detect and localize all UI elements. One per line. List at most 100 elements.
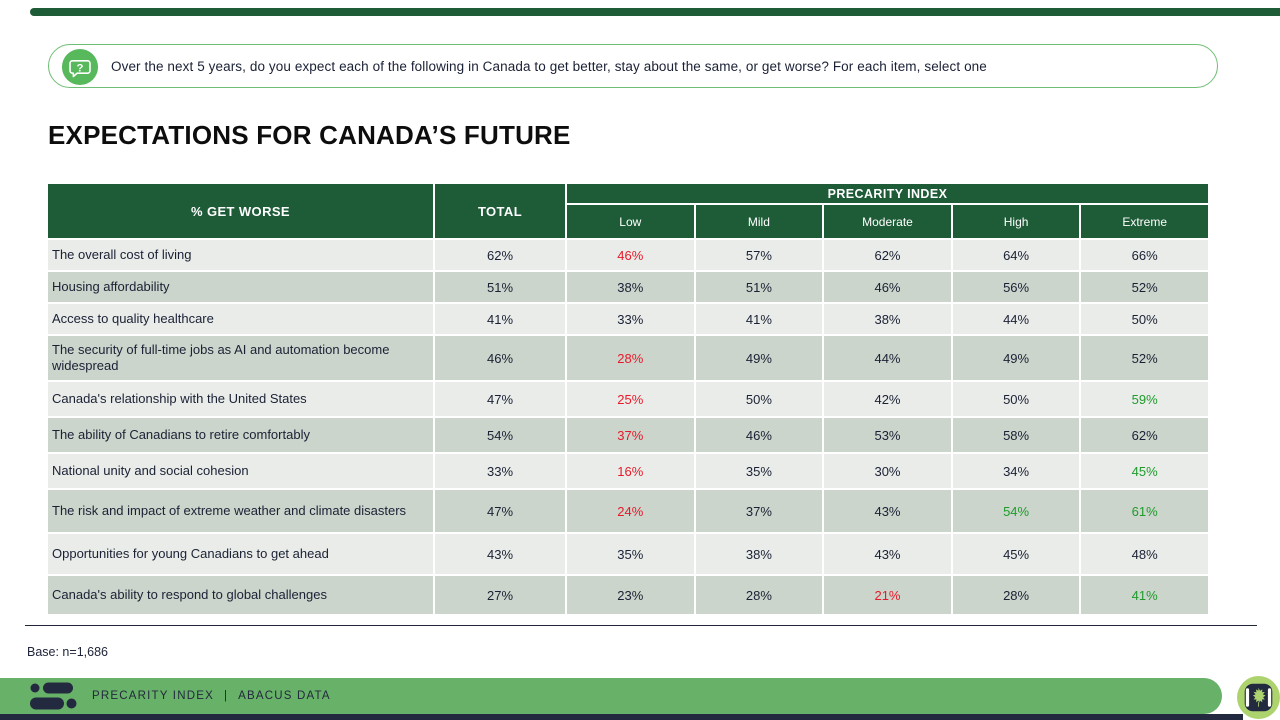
value-cell: 50%: [952, 382, 1080, 416]
value-cell: 52%: [1081, 272, 1208, 302]
value-cell: 38%: [567, 272, 694, 302]
footnote-divider: [25, 625, 1257, 626]
maple-leaf-icon: [1252, 687, 1266, 707]
data-table: % GET WORSE TOTAL PRECARITY INDEX Low Mi…: [48, 184, 1208, 614]
value-cell: 66%: [1081, 240, 1208, 270]
value-cell: 51%: [435, 272, 565, 302]
row-label: Housing affordability: [48, 272, 433, 302]
table-body: The overall cost of living 62% 46% 57% 6…: [48, 240, 1208, 614]
value-cell: 57%: [695, 240, 823, 270]
row-label: National unity and social cohesion: [48, 454, 433, 488]
value-cell: 44%: [824, 336, 951, 380]
table-row: National unity and social cohesion 33% 1…: [48, 454, 1208, 488]
value-cell: 33%: [567, 304, 694, 334]
row-label: Canada's ability to respond to global ch…: [48, 576, 433, 614]
row-label: Access to quality healthcare: [48, 304, 433, 334]
value-cell: 35%: [695, 454, 823, 488]
table-row: Canada's relationship with the United St…: [48, 382, 1208, 416]
row-label: Canada's relationship with the United St…: [48, 382, 433, 416]
table-row: The overall cost of living 62% 46% 57% 6…: [48, 240, 1208, 270]
row-label: Opportunities for young Canadians to get…: [48, 534, 433, 574]
value-cell: 58%: [952, 418, 1080, 452]
value-cell: 38%: [695, 534, 823, 574]
value-cell: 43%: [435, 534, 565, 574]
question-banner: ? Over the next 5 years, do you expect e…: [48, 44, 1218, 88]
value-cell: 54%: [435, 418, 565, 452]
value-cell: 64%: [952, 240, 1080, 270]
svg-text:?: ?: [77, 62, 84, 74]
column-header-total: TOTAL: [435, 184, 565, 238]
value-cell: 16%: [567, 454, 694, 488]
value-cell: 27%: [435, 576, 565, 614]
table-row: The security of full-time jobs as AI and…: [48, 336, 1208, 380]
value-cell: 41%: [435, 304, 565, 334]
value-cell: 42%: [824, 382, 951, 416]
column-header-low: Low: [567, 205, 694, 238]
value-cell: 34%: [952, 454, 1080, 488]
row-label: The overall cost of living: [48, 240, 433, 270]
column-header-high: High: [952, 205, 1080, 238]
column-header-get-worse: % GET WORSE: [48, 184, 433, 238]
value-cell: 28%: [952, 576, 1080, 614]
row-label: The risk and impact of extreme weather a…: [48, 490, 433, 532]
value-cell: 45%: [1081, 454, 1208, 488]
value-cell: 25%: [567, 382, 694, 416]
value-cell: 44%: [952, 304, 1080, 334]
value-cell: 62%: [1081, 418, 1208, 452]
value-cell: 37%: [567, 418, 694, 452]
page-title: EXPECTATIONS FOR CANADA’S FUTURE: [48, 120, 571, 150]
value-cell: 41%: [1081, 576, 1208, 614]
table-row: The ability of Canadians to retire comfo…: [48, 418, 1208, 452]
table-row: The risk and impact of extreme weather a…: [48, 490, 1208, 532]
table-header: % GET WORSE TOTAL PRECARITY INDEX Low Mi…: [48, 184, 1208, 238]
value-cell: 23%: [567, 576, 694, 614]
value-cell: 50%: [695, 382, 823, 416]
footer-right-brand: ABACUS DATA: [238, 690, 331, 702]
value-cell: 53%: [824, 418, 951, 452]
footer-left-brand: PRECARITY INDEX: [92, 690, 214, 702]
value-cell: 50%: [1081, 304, 1208, 334]
value-cell: 62%: [824, 240, 951, 270]
value-cell: 43%: [824, 490, 951, 532]
value-cell: 46%: [567, 240, 694, 270]
value-cell: 51%: [695, 272, 823, 302]
base-note: Base: n=1,686: [27, 645, 108, 659]
value-cell: 59%: [1081, 382, 1208, 416]
value-cell: 62%: [435, 240, 565, 270]
value-cell: 41%: [695, 304, 823, 334]
abacus-data-logo: [30, 682, 77, 710]
value-cell: 61%: [1081, 490, 1208, 532]
row-label: The security of full-time jobs as AI and…: [48, 336, 433, 380]
value-cell: 33%: [435, 454, 565, 488]
maple-leaf-badge: [1237, 676, 1280, 719]
value-cell: 54%: [952, 490, 1080, 532]
table-row: Housing affordability 51% 38% 51% 46% 56…: [48, 272, 1208, 302]
value-cell: 47%: [435, 382, 565, 416]
table-row: Canada's ability to respond to global ch…: [48, 576, 1208, 614]
value-cell: 46%: [824, 272, 951, 302]
value-cell: 49%: [695, 336, 823, 380]
footer-brand: PRECARITY INDEX | ABACUS DATA: [92, 690, 331, 702]
value-cell: 45%: [952, 534, 1080, 574]
column-header-extreme: Extreme: [1081, 205, 1208, 238]
value-cell: 37%: [695, 490, 823, 532]
value-cell: 38%: [824, 304, 951, 334]
question-text: Over the next 5 years, do you expect eac…: [111, 58, 987, 74]
value-cell: 24%: [567, 490, 694, 532]
value-cell: 46%: [435, 336, 565, 380]
column-header-mild: Mild: [695, 205, 823, 238]
value-cell: 49%: [952, 336, 1080, 380]
value-cell: 47%: [435, 490, 565, 532]
column-header-moderate: Moderate: [824, 205, 951, 238]
value-cell: 21%: [824, 576, 951, 614]
column-group-header-precarity-index: PRECARITY INDEX: [567, 184, 1208, 203]
question-bubble-icon: ?: [61, 48, 99, 86]
value-cell: 28%: [695, 576, 823, 614]
value-cell: 30%: [824, 454, 951, 488]
value-cell: 35%: [567, 534, 694, 574]
value-cell: 28%: [567, 336, 694, 380]
value-cell: 43%: [824, 534, 951, 574]
footer-bar: PRECARITY INDEX | ABACUS DATA: [0, 678, 1222, 714]
value-cell: 46%: [695, 418, 823, 452]
